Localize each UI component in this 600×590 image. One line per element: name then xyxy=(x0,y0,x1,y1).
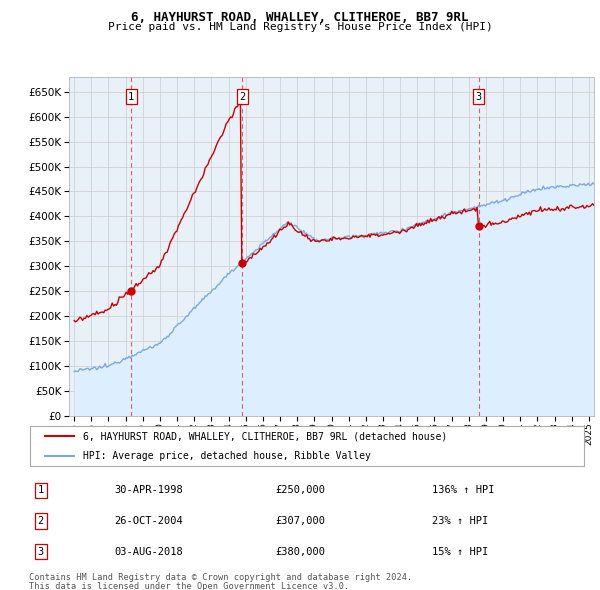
Text: 3: 3 xyxy=(38,547,44,556)
Text: 136% ↑ HPI: 136% ↑ HPI xyxy=(432,486,494,495)
Text: 23% ↑ HPI: 23% ↑ HPI xyxy=(432,516,488,526)
Text: 15% ↑ HPI: 15% ↑ HPI xyxy=(432,547,488,556)
Text: £307,000: £307,000 xyxy=(275,516,325,526)
Text: 30-APR-1998: 30-APR-1998 xyxy=(114,486,183,495)
FancyBboxPatch shape xyxy=(30,427,584,466)
Text: 6, HAYHURST ROAD, WHALLEY, CLITHEROE, BB7 9RL (detached house): 6, HAYHURST ROAD, WHALLEY, CLITHEROE, BB… xyxy=(83,431,448,441)
Text: £250,000: £250,000 xyxy=(275,486,325,495)
Text: 6, HAYHURST ROAD, WHALLEY, CLITHEROE, BB7 9RL: 6, HAYHURST ROAD, WHALLEY, CLITHEROE, BB… xyxy=(131,11,469,24)
Text: Contains HM Land Registry data © Crown copyright and database right 2024.: Contains HM Land Registry data © Crown c… xyxy=(29,573,412,582)
Text: £380,000: £380,000 xyxy=(275,547,325,556)
Text: HPI: Average price, detached house, Ribble Valley: HPI: Average price, detached house, Ribb… xyxy=(83,451,371,461)
Text: This data is licensed under the Open Government Licence v3.0.: This data is licensed under the Open Gov… xyxy=(29,582,349,590)
Text: 2: 2 xyxy=(239,91,245,101)
Text: 03-AUG-2018: 03-AUG-2018 xyxy=(114,547,183,556)
Text: 26-OCT-2004: 26-OCT-2004 xyxy=(114,516,183,526)
Text: 1: 1 xyxy=(128,91,134,101)
Text: 1: 1 xyxy=(38,486,44,495)
Text: 2: 2 xyxy=(38,516,44,526)
Text: Price paid vs. HM Land Registry's House Price Index (HPI): Price paid vs. HM Land Registry's House … xyxy=(107,22,493,32)
Text: 3: 3 xyxy=(476,91,482,101)
